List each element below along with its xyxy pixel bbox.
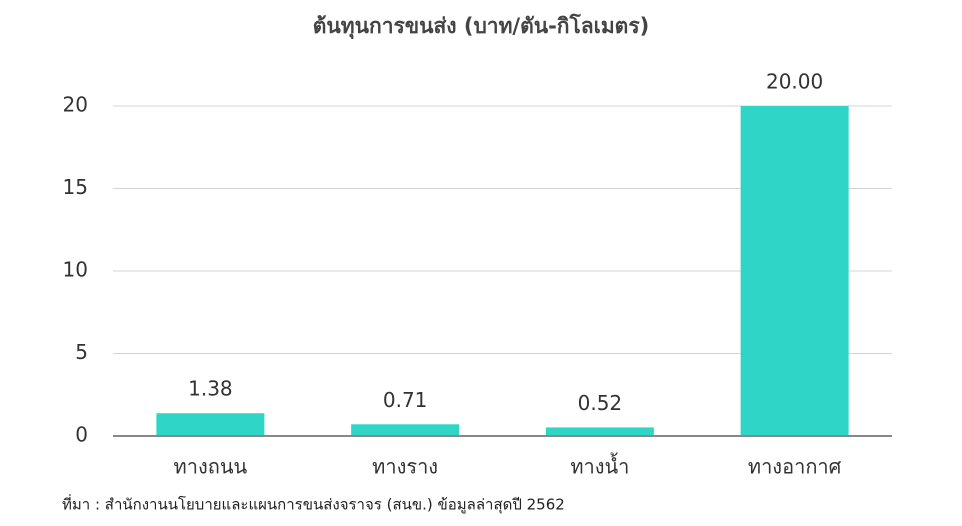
data-label: 1.38 (188, 377, 233, 401)
bar (156, 413, 265, 436)
y-tick-label: 5 (75, 340, 88, 364)
y-tick-label: 20 (63, 93, 88, 117)
y-tick-label: 10 (63, 258, 88, 282)
chart-title: ต้นทุนการขนส่ง (บาท/ตัน-กิโลเมตร) (313, 13, 649, 40)
y-tick-label: 0 (75, 423, 88, 447)
x-tick-label: ทางอากาศ (748, 455, 842, 479)
data-label: 20.00 (766, 70, 823, 94)
bar (545, 427, 654, 436)
source-note: ที่มา : สำนักงานนโยบายและแผนการขนส่งจราจ… (62, 494, 565, 515)
x-tick-label: ทางราง (372, 455, 438, 479)
x-tick-label: ทางถนน (174, 455, 248, 479)
data-label: 0.52 (578, 391, 623, 415)
data-label: 0.71 (383, 388, 428, 412)
x-tick-label: ทางน้ำ (570, 453, 629, 479)
bar (740, 106, 849, 436)
y-tick-label: 15 (63, 175, 88, 199)
bar (351, 424, 460, 436)
